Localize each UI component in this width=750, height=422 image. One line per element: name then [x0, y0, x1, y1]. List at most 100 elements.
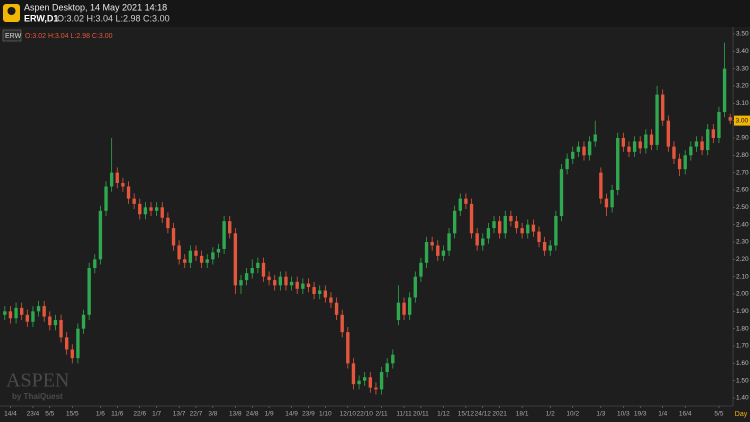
watermark-by: by ThaiQuest: [12, 392, 63, 401]
candle-body: [149, 207, 153, 211]
y-tick-label: 2.00: [736, 291, 749, 298]
candle-body: [666, 120, 671, 147]
candle-body: [59, 320, 63, 338]
candle-body: [548, 245, 552, 251]
y-tick-label: 2.20: [736, 256, 749, 263]
x-tick-label: 15/12: [458, 411, 475, 418]
x-tick-label: 24/8: [246, 411, 259, 418]
candle-body: [261, 262, 266, 277]
header-ohlc: O:3.02 H:3.04 L:2.98 C:3.00: [57, 13, 170, 23]
x-tick-label: 1/3: [596, 411, 605, 418]
candle-body: [93, 259, 97, 268]
x-tick-label: 20/11: [413, 411, 429, 418]
candle-body: [689, 146, 693, 156]
candle-body: [447, 233, 451, 251]
candle-body: [627, 146, 631, 152]
candle-body: [256, 262, 260, 268]
x-tick-label: 3/8: [208, 411, 217, 418]
candle-body: [183, 259, 187, 263]
app-icon-mark: [7, 7, 16, 15]
candle-body: [571, 151, 575, 159]
candle-body: [683, 155, 687, 170]
candle-body: [36, 306, 41, 312]
x-tick-label: 19/3: [634, 411, 647, 418]
y-tick-label: 1.40: [736, 395, 749, 402]
candle-body: [351, 363, 356, 385]
candle-body: [464, 198, 468, 204]
candle-body: [565, 158, 569, 170]
candle-body: [357, 380, 361, 385]
x-tick-label: 1/4: [658, 411, 667, 418]
last-price-label: 3.00: [736, 117, 749, 124]
candle-body: [53, 320, 58, 326]
x-tick-label: 1/7: [152, 411, 161, 418]
candle-body: [576, 146, 581, 152]
candle-body: [419, 262, 423, 277]
candle-body: [621, 137, 626, 147]
candle-body: [486, 228, 491, 239]
candle-body: [8, 311, 13, 319]
x-tick-label: 22/7: [190, 411, 203, 418]
candle-body: [706, 129, 710, 151]
candle-body: [537, 231, 541, 242]
x-tick-label: 1/9: [265, 411, 274, 418]
x-tick-label: 24/12: [475, 411, 492, 418]
candle-body: [441, 250, 446, 256]
candle-body: [728, 117, 732, 121]
candle-body: [233, 233, 238, 286]
x-tick-label: 1/6: [96, 411, 105, 418]
candle-body: [531, 224, 536, 232]
y-tick-label: 1.70: [736, 343, 749, 350]
y-tick-label: 1.60: [736, 360, 749, 367]
candle-body: [160, 207, 164, 218]
y-tick-label: 3.30: [736, 65, 749, 72]
candle-body: [379, 372, 384, 390]
candle-body: [284, 276, 288, 286]
candle-body: [604, 198, 609, 208]
candle-body: [452, 210, 457, 234]
candle-body: [295, 281, 299, 289]
legend-box: [2, 29, 22, 42]
header-bar: [0, 0, 750, 27]
candle-body: [143, 207, 148, 215]
candle-body: [475, 233, 479, 246]
candle-body: [138, 203, 142, 215]
candle-body: [593, 134, 597, 142]
y-tick-label: 3.40: [736, 48, 749, 55]
candle-body: [413, 276, 417, 298]
y-tick-label: 1.80: [736, 325, 749, 332]
candle-body: [554, 215, 558, 246]
candle-body: [610, 189, 614, 208]
candle-body: [559, 169, 564, 216]
candle-body: [14, 307, 18, 319]
last-price-box: [734, 115, 750, 126]
candle-body: [289, 281, 294, 286]
candle-body: [722, 68, 727, 112]
candle-body: [154, 207, 159, 211]
x-tick-label: 10/2: [566, 411, 579, 418]
candle-body: [424, 241, 429, 263]
candle-body: [87, 267, 91, 315]
candle-body: [250, 267, 254, 274]
y-tick-label: 2.70: [736, 169, 749, 176]
x-tick-label: 12/10: [340, 411, 357, 418]
y-tick-label: 2.50: [736, 204, 749, 211]
candle-body: [632, 141, 637, 152]
candle-body: [407, 297, 412, 315]
candle-body: [520, 228, 524, 234]
candle-body: [430, 241, 434, 246]
x-tick-label: 23/4: [27, 411, 40, 418]
y-tick-label: 1.50: [736, 377, 749, 384]
candle-body: [132, 198, 136, 204]
x-tick-label: 13/8: [229, 411, 242, 418]
app-title: Aspen Desktop, 14 May 2021 14:18: [24, 2, 167, 12]
candle-body: [391, 354, 395, 364]
candle-body: [81, 314, 86, 329]
candle-body: [177, 245, 181, 260]
candle-body: [717, 111, 721, 138]
candle-body: [385, 363, 389, 373]
candle-body: [329, 297, 333, 303]
candle-body: [64, 337, 69, 350]
candle-body: [228, 221, 232, 234]
